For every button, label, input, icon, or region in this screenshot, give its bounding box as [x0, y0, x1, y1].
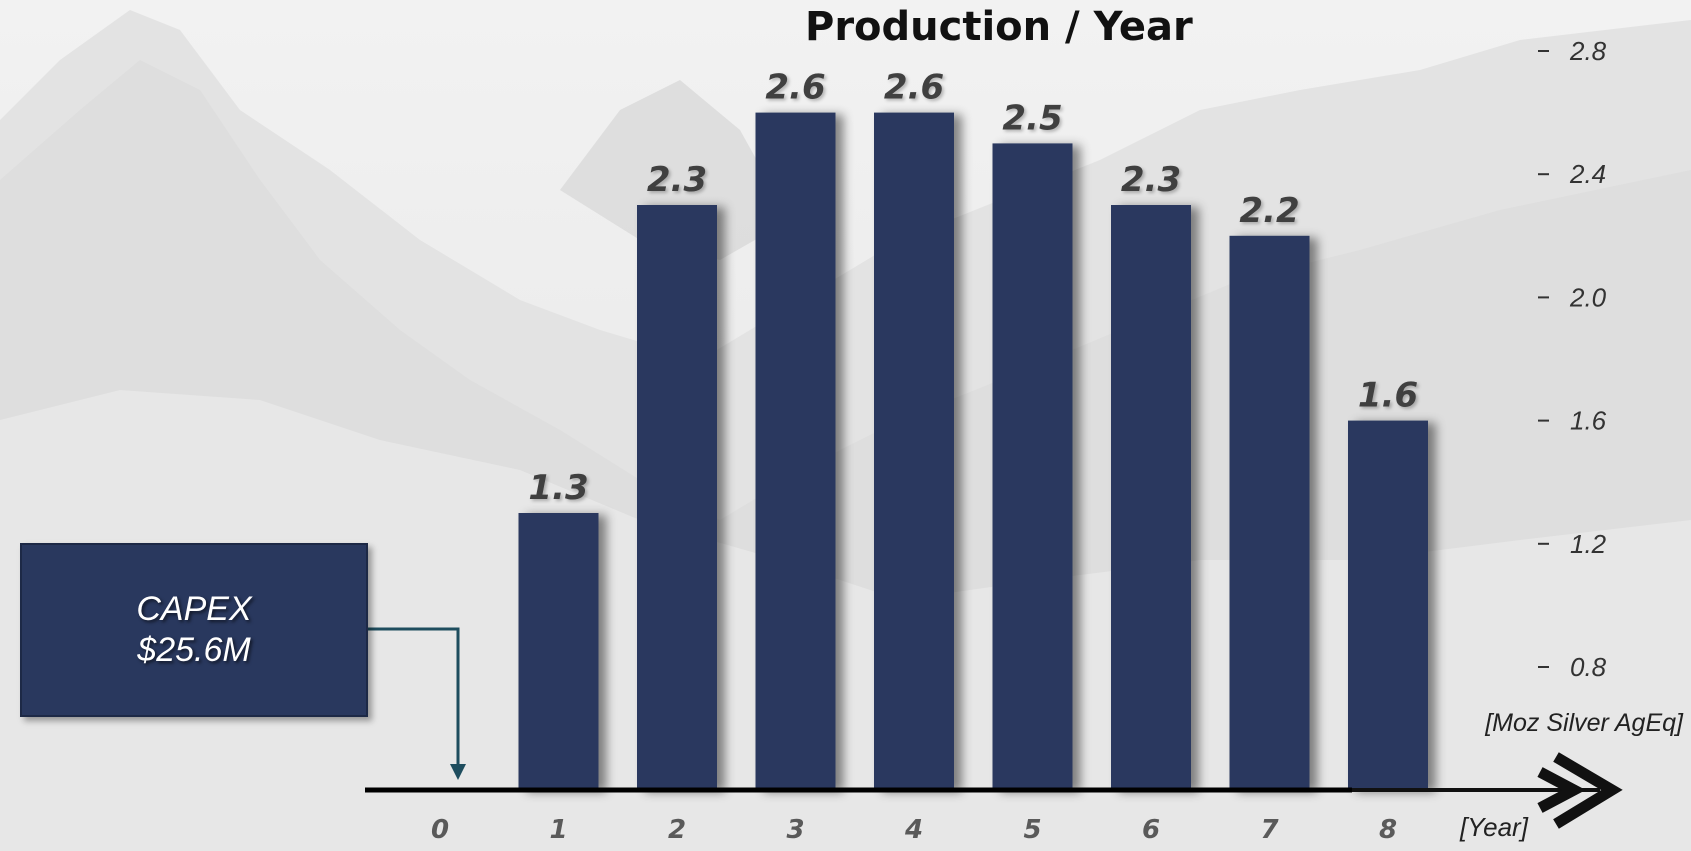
bar-year-2 [637, 205, 717, 790]
x-tick-label-5: 5 [1023, 815, 1041, 845]
capex-arrow-head [450, 764, 466, 780]
bar-year-7 [1229, 235, 1310, 791]
x-tick-label-0: 0 [431, 815, 449, 845]
x-tick-label-8: 8 [1379, 815, 1397, 845]
x-tick-label-2: 2 [668, 815, 686, 845]
data-label-year-2: 2.3 [647, 160, 707, 200]
data-label-year-1: 1.3 [528, 468, 588, 508]
bar-year-4 [874, 112, 954, 791]
data-label-year-7: 2.2 [1239, 191, 1299, 231]
bar-year-1 [518, 513, 599, 790]
bar-year-3 [755, 112, 836, 791]
x-axis-title: [Year] [1459, 812, 1529, 842]
y-tick-label-2.4: 2.4 [1569, 159, 1606, 189]
capex-value: $25.6M [137, 631, 251, 669]
data-label-year-6: 2.3 [1121, 160, 1181, 200]
data-label-year-4: 2.6 [884, 68, 944, 108]
x-tick-label-4: 4 [904, 815, 923, 845]
data-label-year-8: 1.6 [1358, 376, 1418, 416]
data-label-year-5: 2.5 [1002, 98, 1062, 138]
y-tick-label-2.0: 2.0 [1569, 282, 1607, 312]
y-tick-label-1.6: 1.6 [1570, 406, 1607, 436]
y-axis-title: [Moz Silver AgEq] [1484, 709, 1684, 737]
x-tick-label-3: 3 [786, 815, 804, 845]
bar-year-8 [1348, 420, 1428, 790]
data-label-year-3: 2.6 [765, 68, 825, 108]
x-tick-label-1: 1 [549, 815, 567, 845]
y-tick-label-0.8: 0.8 [1570, 652, 1607, 682]
x-tick-label-7: 7 [1260, 815, 1279, 845]
capex-annotation: CAPEX $25.6M [20, 543, 368, 717]
x-tick-label-6: 6 [1142, 815, 1160, 845]
capex-label: CAPEX [136, 590, 252, 629]
y-tick-label-1.2: 1.2 [1570, 529, 1607, 559]
bar-year-6 [1111, 205, 1191, 790]
bar-year-5 [992, 143, 1073, 790]
y-tick-label-2.8: 2.8 [1569, 36, 1607, 66]
x-axis-arrow-head [1537, 752, 1623, 829]
chart-title: Production / Year [805, 4, 1193, 50]
capex-connector-line [368, 627, 460, 766]
